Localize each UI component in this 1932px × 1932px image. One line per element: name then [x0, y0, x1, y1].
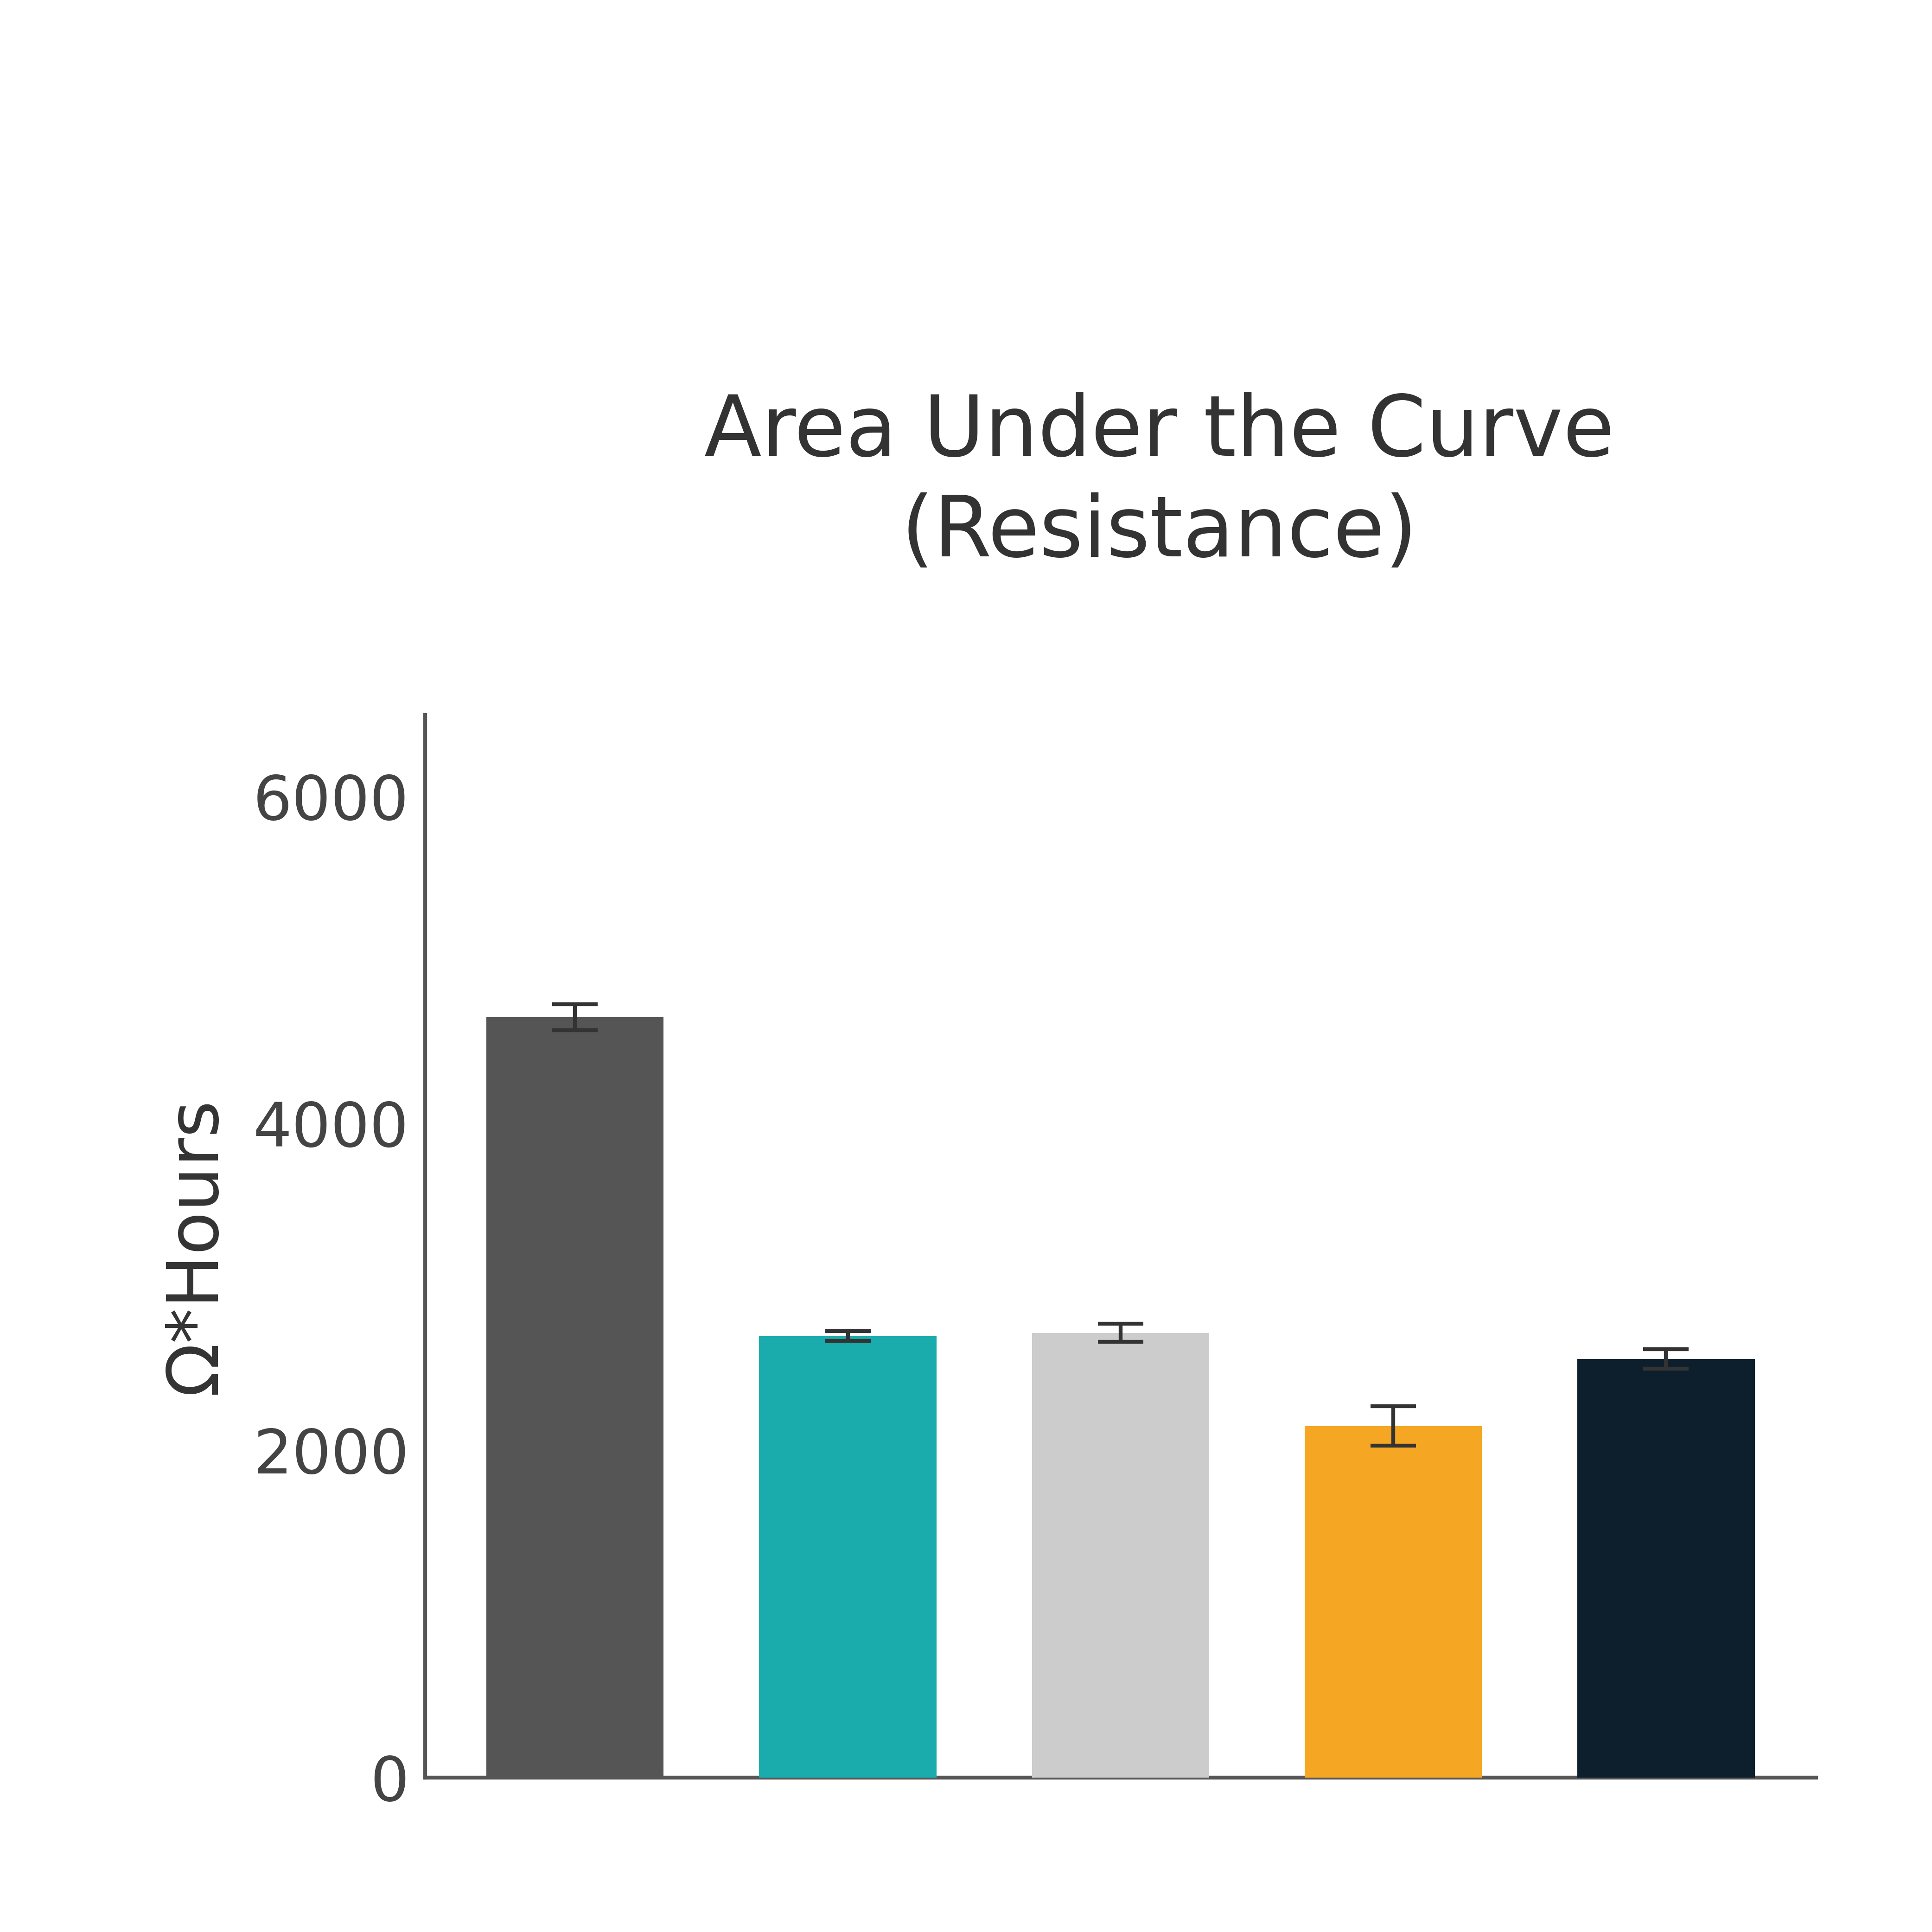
Y-axis label: Ω*Hours: Ω*Hours — [162, 1097, 230, 1395]
Text: Area Under the Curve
(Resistance): Area Under the Curve (Resistance) — [703, 392, 1615, 574]
Bar — [1304, 1426, 1482, 1777]
Bar — [1577, 1358, 1754, 1777]
Bar — [1032, 1333, 1209, 1777]
Bar — [487, 1018, 665, 1777]
Bar — [759, 1337, 937, 1777]
